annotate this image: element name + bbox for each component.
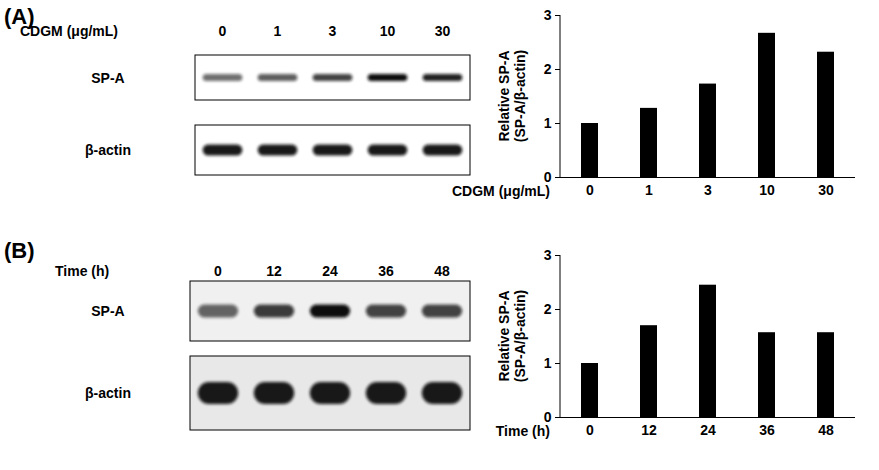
svg-text:Time (h): Time (h) [55, 263, 109, 279]
svg-text:SP-A: SP-A [91, 70, 124, 86]
svg-text:48: 48 [434, 263, 450, 279]
svg-text:0: 0 [544, 409, 552, 425]
svg-text:0: 0 [544, 169, 552, 185]
svg-text:30: 30 [818, 182, 834, 198]
svg-text:0: 0 [586, 422, 594, 438]
svg-text:1: 1 [274, 23, 282, 39]
svg-text:10: 10 [759, 182, 775, 198]
svg-text:24: 24 [700, 422, 716, 438]
svg-text:3: 3 [329, 23, 337, 39]
svg-text:1: 1 [544, 355, 552, 371]
svg-text:48: 48 [818, 422, 834, 438]
svg-text:1: 1 [645, 182, 653, 198]
html-text:Time (h): Time (h) [495, 423, 550, 439]
svg-text:2: 2 [544, 301, 552, 317]
svg-text:(A): (A) [4, 4, 35, 29]
svg-text:2: 2 [544, 61, 552, 77]
svg-text:30: 30 [435, 23, 451, 39]
svg-text:0: 0 [214, 263, 222, 279]
svg-text:3: 3 [544, 247, 552, 263]
svg-text:0: 0 [586, 182, 594, 198]
svg-text:β-actin: β-actin [85, 142, 131, 158]
svg-text:12: 12 [266, 263, 282, 279]
svg-text:24: 24 [322, 263, 338, 279]
svg-text:12: 12 [641, 422, 657, 438]
html-text:Relative SP-A (SP-A/β-actin): Relative SP-A (SP-A/β-actin) [496, 50, 528, 143]
svg-text:0: 0 [219, 23, 227, 39]
svg-text:3: 3 [704, 182, 712, 198]
html-text:CDGM (μg/mL): CDGM (μg/mL) [452, 183, 550, 199]
svg-text:SP-A: SP-A [91, 303, 124, 319]
svg-text:1: 1 [544, 115, 552, 131]
svg-text:10: 10 [380, 23, 396, 39]
svg-text:CDGM (μg/mL): CDGM (μg/mL) [20, 23, 118, 39]
svg-text:(B): (B) [4, 238, 35, 263]
svg-text:36: 36 [378, 263, 394, 279]
svg-text:3: 3 [544, 7, 552, 23]
html-text:Relative SP-A (SP-A/β-actin): Relative SP-A (SP-A/β-actin) [496, 290, 528, 383]
svg-text:β-actin: β-actin [85, 385, 131, 401]
svg-text:36: 36 [759, 422, 775, 438]
